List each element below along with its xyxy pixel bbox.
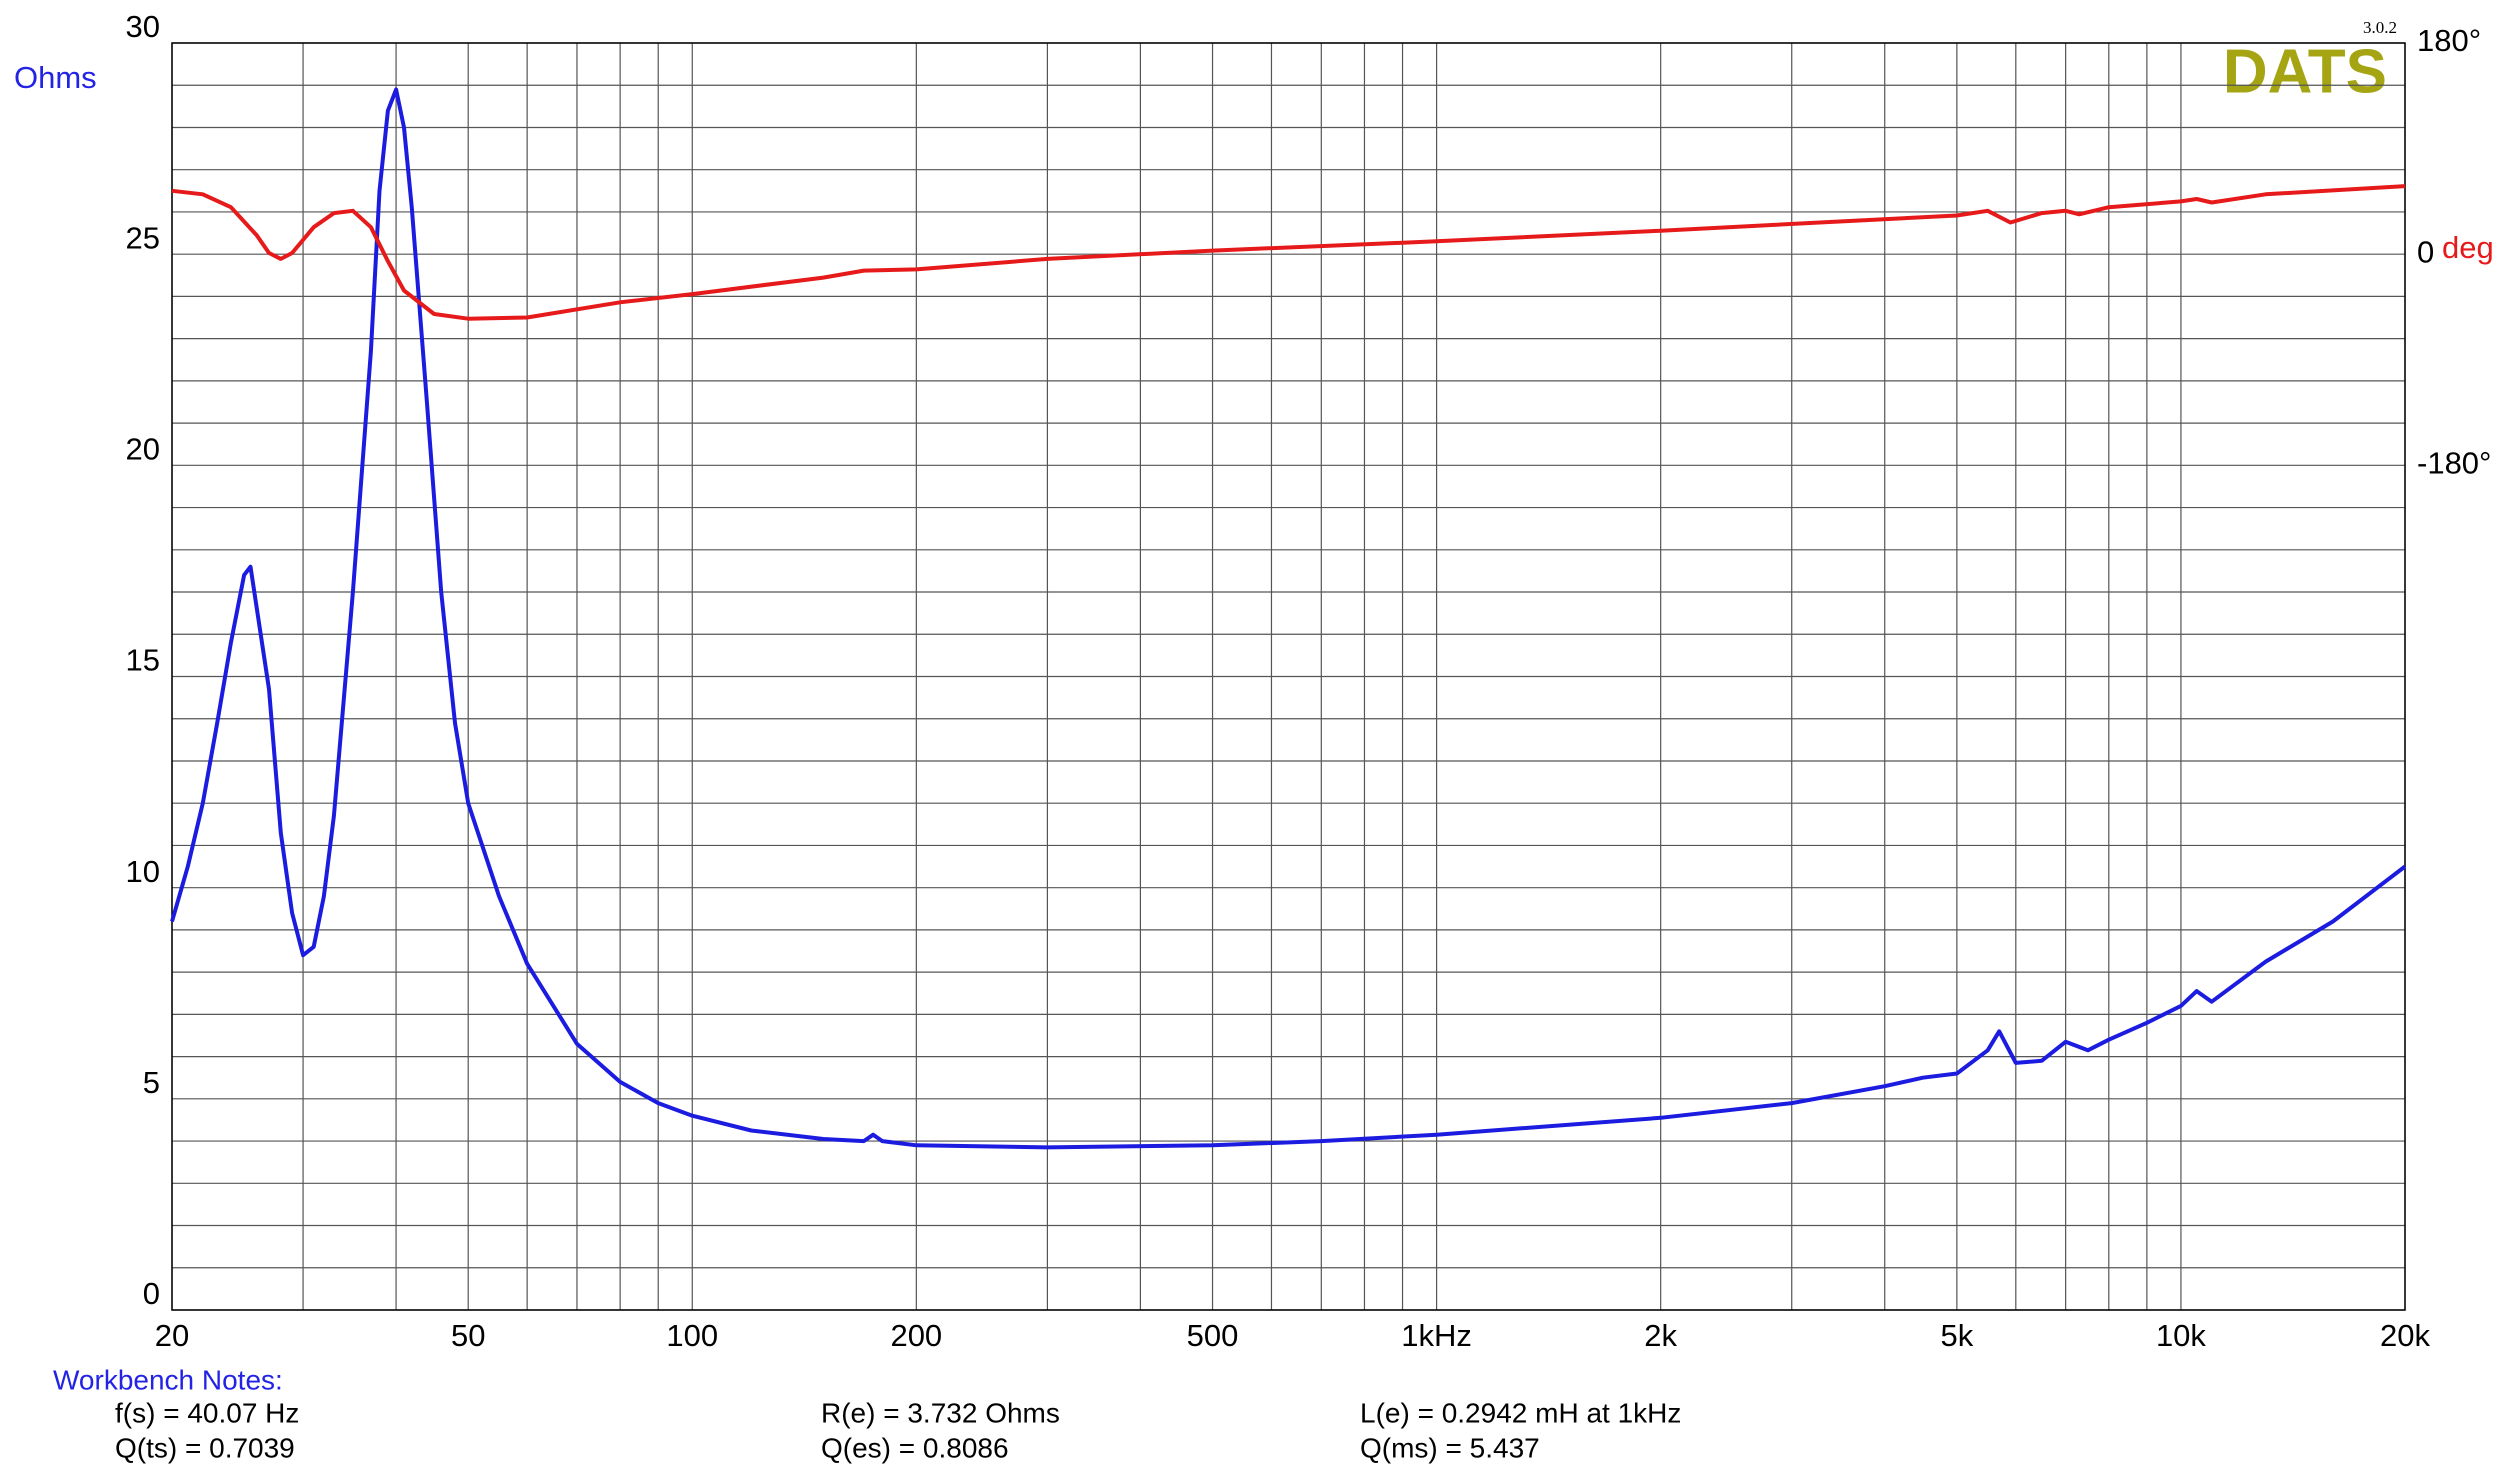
x-tick-label: 20k bbox=[2380, 1318, 2430, 1353]
y-tick-label: 15 bbox=[126, 643, 160, 678]
x-tick-label: 10k bbox=[2156, 1318, 2206, 1353]
note: Q(ms) = 5.437 bbox=[1360, 1432, 1540, 1463]
series-line bbox=[170, 87, 2407, 1150]
plot-frame bbox=[171, 42, 2406, 1311]
y-tick-label: 10 bbox=[126, 854, 160, 889]
y2-tick-label: 180° bbox=[2417, 23, 2481, 58]
x-tick-label: 200 bbox=[890, 1318, 942, 1353]
x-tick-label: 2k bbox=[1644, 1318, 1677, 1353]
series-line bbox=[171, 184, 2406, 321]
version: 3.0.2 bbox=[2363, 18, 2397, 37]
x-tick-label: 50 bbox=[451, 1318, 485, 1353]
y-tick-label: 20 bbox=[126, 432, 160, 467]
x-tick-label: 500 bbox=[1187, 1318, 1239, 1353]
y2-axis-label: deg bbox=[2442, 230, 2494, 265]
logo: DATS bbox=[2223, 37, 2387, 106]
note: f(s) = 40.07 Hz bbox=[115, 1397, 299, 1428]
notes-title: Workbench Notes: bbox=[53, 1364, 283, 1395]
note: Q(es) = 0.8086 bbox=[821, 1432, 1009, 1463]
y2-tick-label: -180° bbox=[2417, 446, 2491, 481]
note: L(e) = 0.2942 mH at 1kHz bbox=[1360, 1397, 1681, 1428]
y2-tick-label: 0 bbox=[2417, 234, 2434, 269]
note: Q(ts) = 0.7039 bbox=[115, 1432, 295, 1463]
x-tick-label: 100 bbox=[666, 1318, 718, 1353]
x-tick-label: 20 bbox=[155, 1318, 189, 1353]
x-tick-label: 1kHz bbox=[1401, 1318, 1472, 1353]
y-tick-label: 30 bbox=[126, 9, 160, 44]
note: R(e) = 3.732 Ohms bbox=[821, 1397, 1060, 1428]
x-tick-label: 5k bbox=[1940, 1318, 1973, 1353]
y-tick-label: 0 bbox=[143, 1276, 160, 1311]
y-tick-label: 25 bbox=[126, 220, 160, 255]
y-axis-label: Ohms bbox=[14, 60, 97, 95]
y-tick-label: 5 bbox=[143, 1065, 160, 1100]
